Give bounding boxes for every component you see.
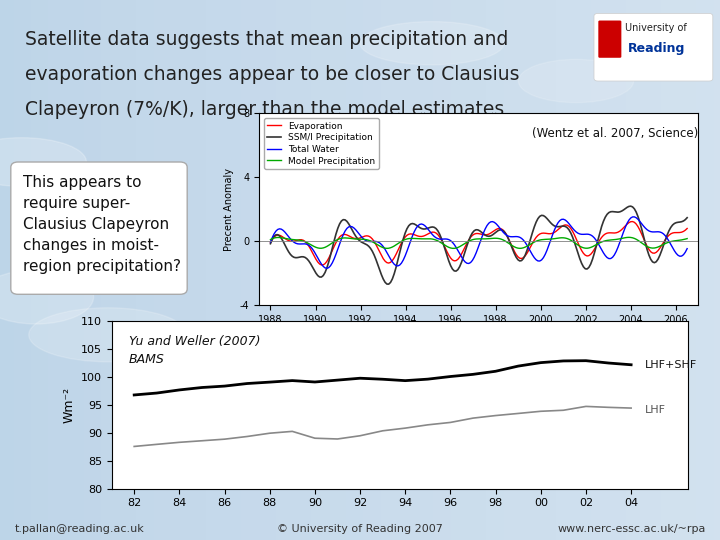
- SSM/I Precipitation: [626, 203, 635, 210]
- Ellipse shape: [0, 270, 94, 324]
- Model Precipitation: [598, 239, 606, 245]
- Ellipse shape: [0, 138, 86, 186]
- Total Water: [585, 231, 593, 238]
- FancyBboxPatch shape: [594, 14, 713, 81]
- Evaporation: [585, 252, 593, 259]
- Text: LHF: LHF: [644, 405, 666, 415]
- Total Water: [630, 214, 639, 220]
- Total Water: [266, 239, 275, 245]
- Ellipse shape: [518, 59, 634, 103]
- Total Water: [683, 245, 691, 252]
- Y-axis label: Wm⁻²: Wm⁻²: [63, 387, 76, 423]
- Model Precipitation: [683, 235, 691, 242]
- Y-axis label: Precent Anomaly: Precent Anomaly: [225, 168, 234, 251]
- Model Precipitation: [266, 237, 275, 243]
- Model Precipitation: [410, 235, 418, 242]
- Evaporation: [317, 262, 325, 268]
- Text: www.nerc-essc.ac.uk/~rpa: www.nerc-essc.ac.uk/~rpa: [557, 523, 706, 534]
- Evaporation: [598, 234, 606, 241]
- SSM/I Precipitation: [266, 240, 275, 247]
- Total Water: [344, 224, 353, 230]
- Line: Total Water: Total Water: [271, 217, 687, 268]
- SSM/I Precipitation: [410, 221, 418, 227]
- Total Water: [606, 255, 615, 262]
- Text: University of: University of: [625, 23, 687, 33]
- SSM/I Precipitation: [655, 252, 664, 259]
- Model Precipitation: [382, 245, 391, 252]
- Evaporation: [655, 245, 664, 252]
- Line: Model Precipitation: Model Precipitation: [271, 238, 687, 248]
- Model Precipitation: [585, 245, 593, 251]
- SSM/I Precipitation: [384, 281, 393, 287]
- SSM/I Precipitation: [683, 214, 691, 221]
- Line: SSM/I Precipitation: SSM/I Precipitation: [271, 206, 687, 284]
- Evaporation: [683, 225, 691, 232]
- Total Water: [410, 228, 418, 235]
- SSM/I Precipitation: [585, 264, 593, 271]
- Line: Evaporation: Evaporation: [271, 221, 687, 265]
- Total Water: [323, 265, 331, 272]
- SSM/I Precipitation: [343, 218, 351, 225]
- SSM/I Precipitation: [606, 208, 615, 215]
- Text: © University of Reading 2007: © University of Reading 2007: [277, 523, 443, 534]
- Model Precipitation: [624, 234, 633, 241]
- Ellipse shape: [22, 211, 151, 275]
- FancyBboxPatch shape: [11, 162, 187, 294]
- Evaporation: [606, 230, 615, 236]
- Text: t.pallan@reading.ac.uk: t.pallan@reading.ac.uk: [14, 523, 144, 534]
- Text: evaporation changes appear to be closer to Clausius: evaporation changes appear to be closer …: [25, 65, 520, 84]
- FancyBboxPatch shape: [598, 21, 621, 58]
- Text: LHF+SHF: LHF+SHF: [644, 360, 697, 370]
- Model Precipitation: [343, 235, 351, 241]
- Total Water: [598, 246, 606, 253]
- Evaporation: [344, 233, 353, 239]
- Text: Reading: Reading: [628, 42, 685, 55]
- Model Precipitation: [655, 243, 664, 249]
- Evaporation: [410, 232, 418, 238]
- Text: This appears to
require super-
Clausius Clapeyron
changes in moist-
region preci: This appears to require super- Clausius …: [23, 175, 181, 274]
- Ellipse shape: [446, 224, 533, 262]
- X-axis label: Year: Year: [469, 330, 489, 340]
- Text: Satellite data suggests that mean precipitation and: Satellite data suggests that mean precip…: [25, 30, 508, 49]
- Text: (Wentz et al. 2007, Science): (Wentz et al. 2007, Science): [531, 127, 698, 140]
- Ellipse shape: [360, 22, 504, 65]
- Text: Clapeyron (7%/K), larger than the model estimates: Clapeyron (7%/K), larger than the model …: [25, 100, 505, 119]
- Ellipse shape: [29, 308, 187, 362]
- Total Water: [655, 229, 664, 235]
- Model Precipitation: [606, 237, 615, 243]
- Evaporation: [629, 218, 637, 225]
- Evaporation: [266, 239, 275, 246]
- Legend: Evaporation, SSM/I Precipitation, Total Water, Model Precipitation: Evaporation, SSM/I Precipitation, Total …: [264, 118, 379, 169]
- SSM/I Precipitation: [598, 223, 606, 230]
- Text: Yu and Weller (2007)
BAMS: Yu and Weller (2007) BAMS: [129, 335, 261, 366]
